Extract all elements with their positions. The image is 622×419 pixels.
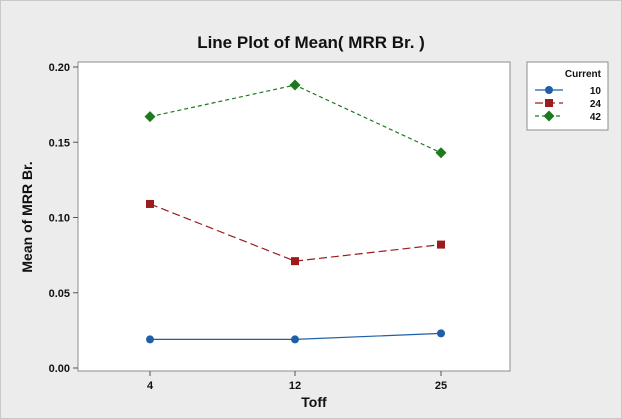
x-axis: 4 12 25 [147,371,447,392]
legend-marker [545,99,553,107]
plot-area [77,61,511,372]
data-point-10 [291,335,299,344]
x-tick-label: 12 [289,380,301,392]
legend-box [526,61,609,131]
legend-title: Current [565,69,602,80]
data-point-42 [144,111,156,123]
data-point-10 [437,329,445,338]
legend-label: 10 [590,86,602,97]
y-tick-label: 0.20 [49,62,70,74]
legend-item: 10 [535,86,601,97]
chart-title: Line Plot of Mean( MRR Br. ) [197,33,425,52]
x-axis-label: Toff [301,394,327,410]
legend-label: 24 [590,99,602,110]
legend-item: 42 [535,110,602,123]
legend-label: 42 [590,112,602,123]
legend-item: 24 [535,99,601,110]
legend-marker [545,86,553,94]
x-tick-label: 25 [435,380,447,392]
y-tick-label: 0.05 [49,288,70,300]
legend-marker [543,110,555,122]
series-42 [144,79,447,159]
y-axis-label: Mean of MRR Br. [19,161,35,272]
series-line-24 [149,203,442,262]
y-tick-label: 0.15 [49,137,70,149]
y-axis: 0.00 0.05 0.10 0.15 0.20 [49,62,78,375]
data-point-24 [291,257,299,266]
data-point-42 [289,79,301,91]
legend: Current 10 24 42 [526,61,609,131]
data-point-24 [146,199,154,208]
x-tick-label: 4 [147,380,154,392]
data-point-42 [435,147,447,159]
series-24 [146,199,445,266]
y-tick-label: 0.00 [49,363,70,375]
data-point-10 [146,335,154,344]
series-layer [144,79,447,344]
series-10 [146,329,445,344]
data-point-24 [437,240,445,249]
y-tick-label: 0.10 [49,213,70,225]
